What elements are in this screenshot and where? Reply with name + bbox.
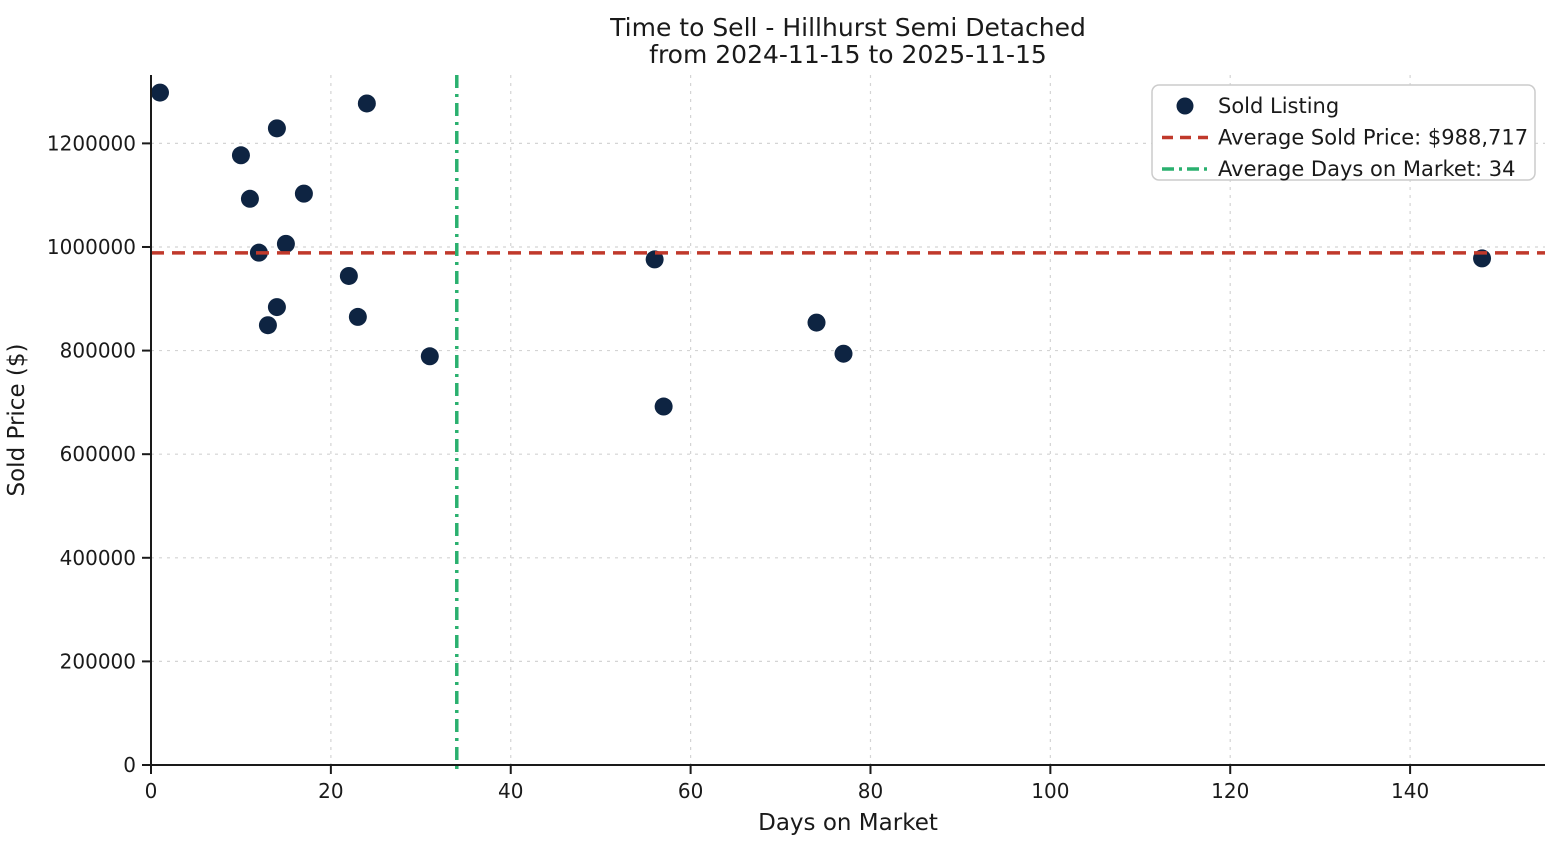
reference-lines: [151, 75, 1545, 773]
sold-listing-point: [807, 313, 826, 332]
sold-listing-point: [357, 94, 376, 113]
legend-item-average-sold-price-label: Average Sold Price: $988,717: [1218, 126, 1528, 150]
chart-subtitle: from 2024-11-15 to 2025-11-15: [649, 40, 1047, 69]
sold-listing-point: [150, 83, 169, 102]
legend-item-average-days-label: Average Days on Market: 34: [1218, 157, 1516, 181]
sold-listing-point: [267, 298, 286, 317]
x-tick-label: 80: [858, 779, 883, 803]
axes: 0 20 40 60 80 100 120 140 0 200000 400000 600000 800…: [47, 75, 1545, 803]
x-tick-label: 60: [678, 779, 703, 803]
sold-listing-point: [258, 316, 277, 335]
y-tick-label: 400000: [60, 546, 136, 570]
sold-listing-point: [294, 184, 313, 203]
sold-listing-point: [834, 344, 853, 363]
legend-item-sold-listing-label: Sold Listing: [1218, 94, 1339, 118]
sold-listing-point: [420, 347, 439, 366]
y-tick-label: 800000: [60, 339, 136, 363]
x-tick-label: 0: [145, 779, 158, 803]
sold-listing-point: [231, 146, 250, 165]
sold-listing-point: [339, 266, 358, 285]
sold-listing-point: [240, 189, 259, 208]
y-tick-label: 600000: [60, 442, 136, 466]
x-tick-label: 140: [1391, 779, 1429, 803]
x-tick-label: 120: [1211, 779, 1249, 803]
sold-listing-point: [654, 397, 673, 416]
legend-marker-dot: [1176, 97, 1194, 115]
sold-listing-point: [267, 119, 286, 138]
x-tick-label: 100: [1031, 779, 1069, 803]
y-tick-label: 0: [123, 753, 136, 777]
x-tick-label: 20: [318, 779, 343, 803]
y-tick-label: 1200000: [47, 131, 136, 155]
y-tick-label: 200000: [60, 649, 136, 673]
x-tick-label: 40: [498, 779, 523, 803]
x-axis-label: Days on Market: [758, 810, 938, 836]
sold-listing-point: [276, 234, 295, 253]
sold-listing-point: [645, 250, 664, 269]
legend: Sold Listing Average Sold Price: $988,717…: [1151, 84, 1536, 181]
sold-listing-point: [348, 307, 367, 326]
chart-title: Time to Sell - Hillhurst Semi Detached: [609, 13, 1086, 42]
legend-box: [1151, 84, 1536, 181]
y-tick-label: 1000000: [47, 235, 136, 259]
y-axis-label: Sold Price ($): [4, 344, 30, 497]
